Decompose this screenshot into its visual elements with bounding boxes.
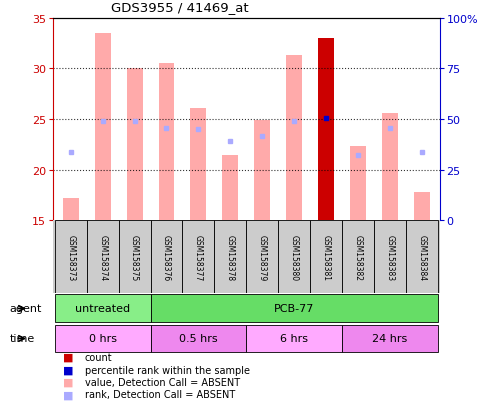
Text: GSM158384: GSM158384 <box>417 234 426 280</box>
Text: value, Detection Call = ABSENT: value, Detection Call = ABSENT <box>85 377 240 387</box>
Text: PCB-77: PCB-77 <box>274 304 314 314</box>
Text: GSM158377: GSM158377 <box>194 234 203 280</box>
Bar <box>151 295 438 323</box>
Bar <box>183 221 214 293</box>
Text: GSM158376: GSM158376 <box>162 234 171 280</box>
Bar <box>350 147 366 221</box>
Bar <box>95 34 111 221</box>
Text: count: count <box>85 352 112 362</box>
Bar <box>382 114 398 221</box>
Bar <box>119 221 151 293</box>
Bar <box>310 221 342 293</box>
Bar <box>214 221 246 293</box>
Text: GSM158381: GSM158381 <box>322 234 331 280</box>
Text: GSM158379: GSM158379 <box>258 234 267 280</box>
Bar <box>63 199 79 221</box>
Text: GDS3955 / 41469_at: GDS3955 / 41469_at <box>111 2 249 14</box>
Bar <box>246 221 278 293</box>
Text: GSM158373: GSM158373 <box>66 234 75 280</box>
Bar <box>55 221 86 293</box>
Bar <box>414 192 430 221</box>
Bar <box>222 155 238 221</box>
Bar <box>374 221 406 293</box>
Text: ■: ■ <box>63 389 73 399</box>
Text: GSM158380: GSM158380 <box>290 234 298 280</box>
Text: ■: ■ <box>63 377 73 387</box>
Text: time: time <box>10 334 35 344</box>
Text: percentile rank within the sample: percentile rank within the sample <box>85 365 250 375</box>
Text: GSM158374: GSM158374 <box>98 234 107 280</box>
Bar <box>255 121 270 221</box>
Bar <box>151 221 183 293</box>
Bar <box>406 221 438 293</box>
Bar <box>158 64 174 221</box>
Bar <box>278 221 310 293</box>
Text: 24 hrs: 24 hrs <box>372 334 408 344</box>
Text: GSM158375: GSM158375 <box>130 234 139 280</box>
Text: agent: agent <box>10 304 42 314</box>
Bar <box>55 325 151 352</box>
Text: GSM158382: GSM158382 <box>354 234 363 280</box>
Bar <box>246 325 342 352</box>
Bar <box>342 325 438 352</box>
Text: ■: ■ <box>63 352 73 362</box>
Text: 0.5 hrs: 0.5 hrs <box>179 334 218 344</box>
Text: GSM158383: GSM158383 <box>385 234 395 280</box>
Text: ■: ■ <box>63 365 73 375</box>
Text: 6 hrs: 6 hrs <box>280 334 308 344</box>
Bar <box>151 325 246 352</box>
Text: untreated: untreated <box>75 304 130 314</box>
Text: rank, Detection Call = ABSENT: rank, Detection Call = ABSENT <box>85 389 235 399</box>
Bar <box>55 295 151 323</box>
Text: GSM158378: GSM158378 <box>226 234 235 280</box>
Text: 0 hrs: 0 hrs <box>88 334 116 344</box>
Bar <box>127 69 142 221</box>
Bar <box>286 56 302 221</box>
Bar <box>318 39 334 221</box>
Bar <box>342 221 374 293</box>
Bar <box>86 221 119 293</box>
Bar <box>190 109 206 221</box>
